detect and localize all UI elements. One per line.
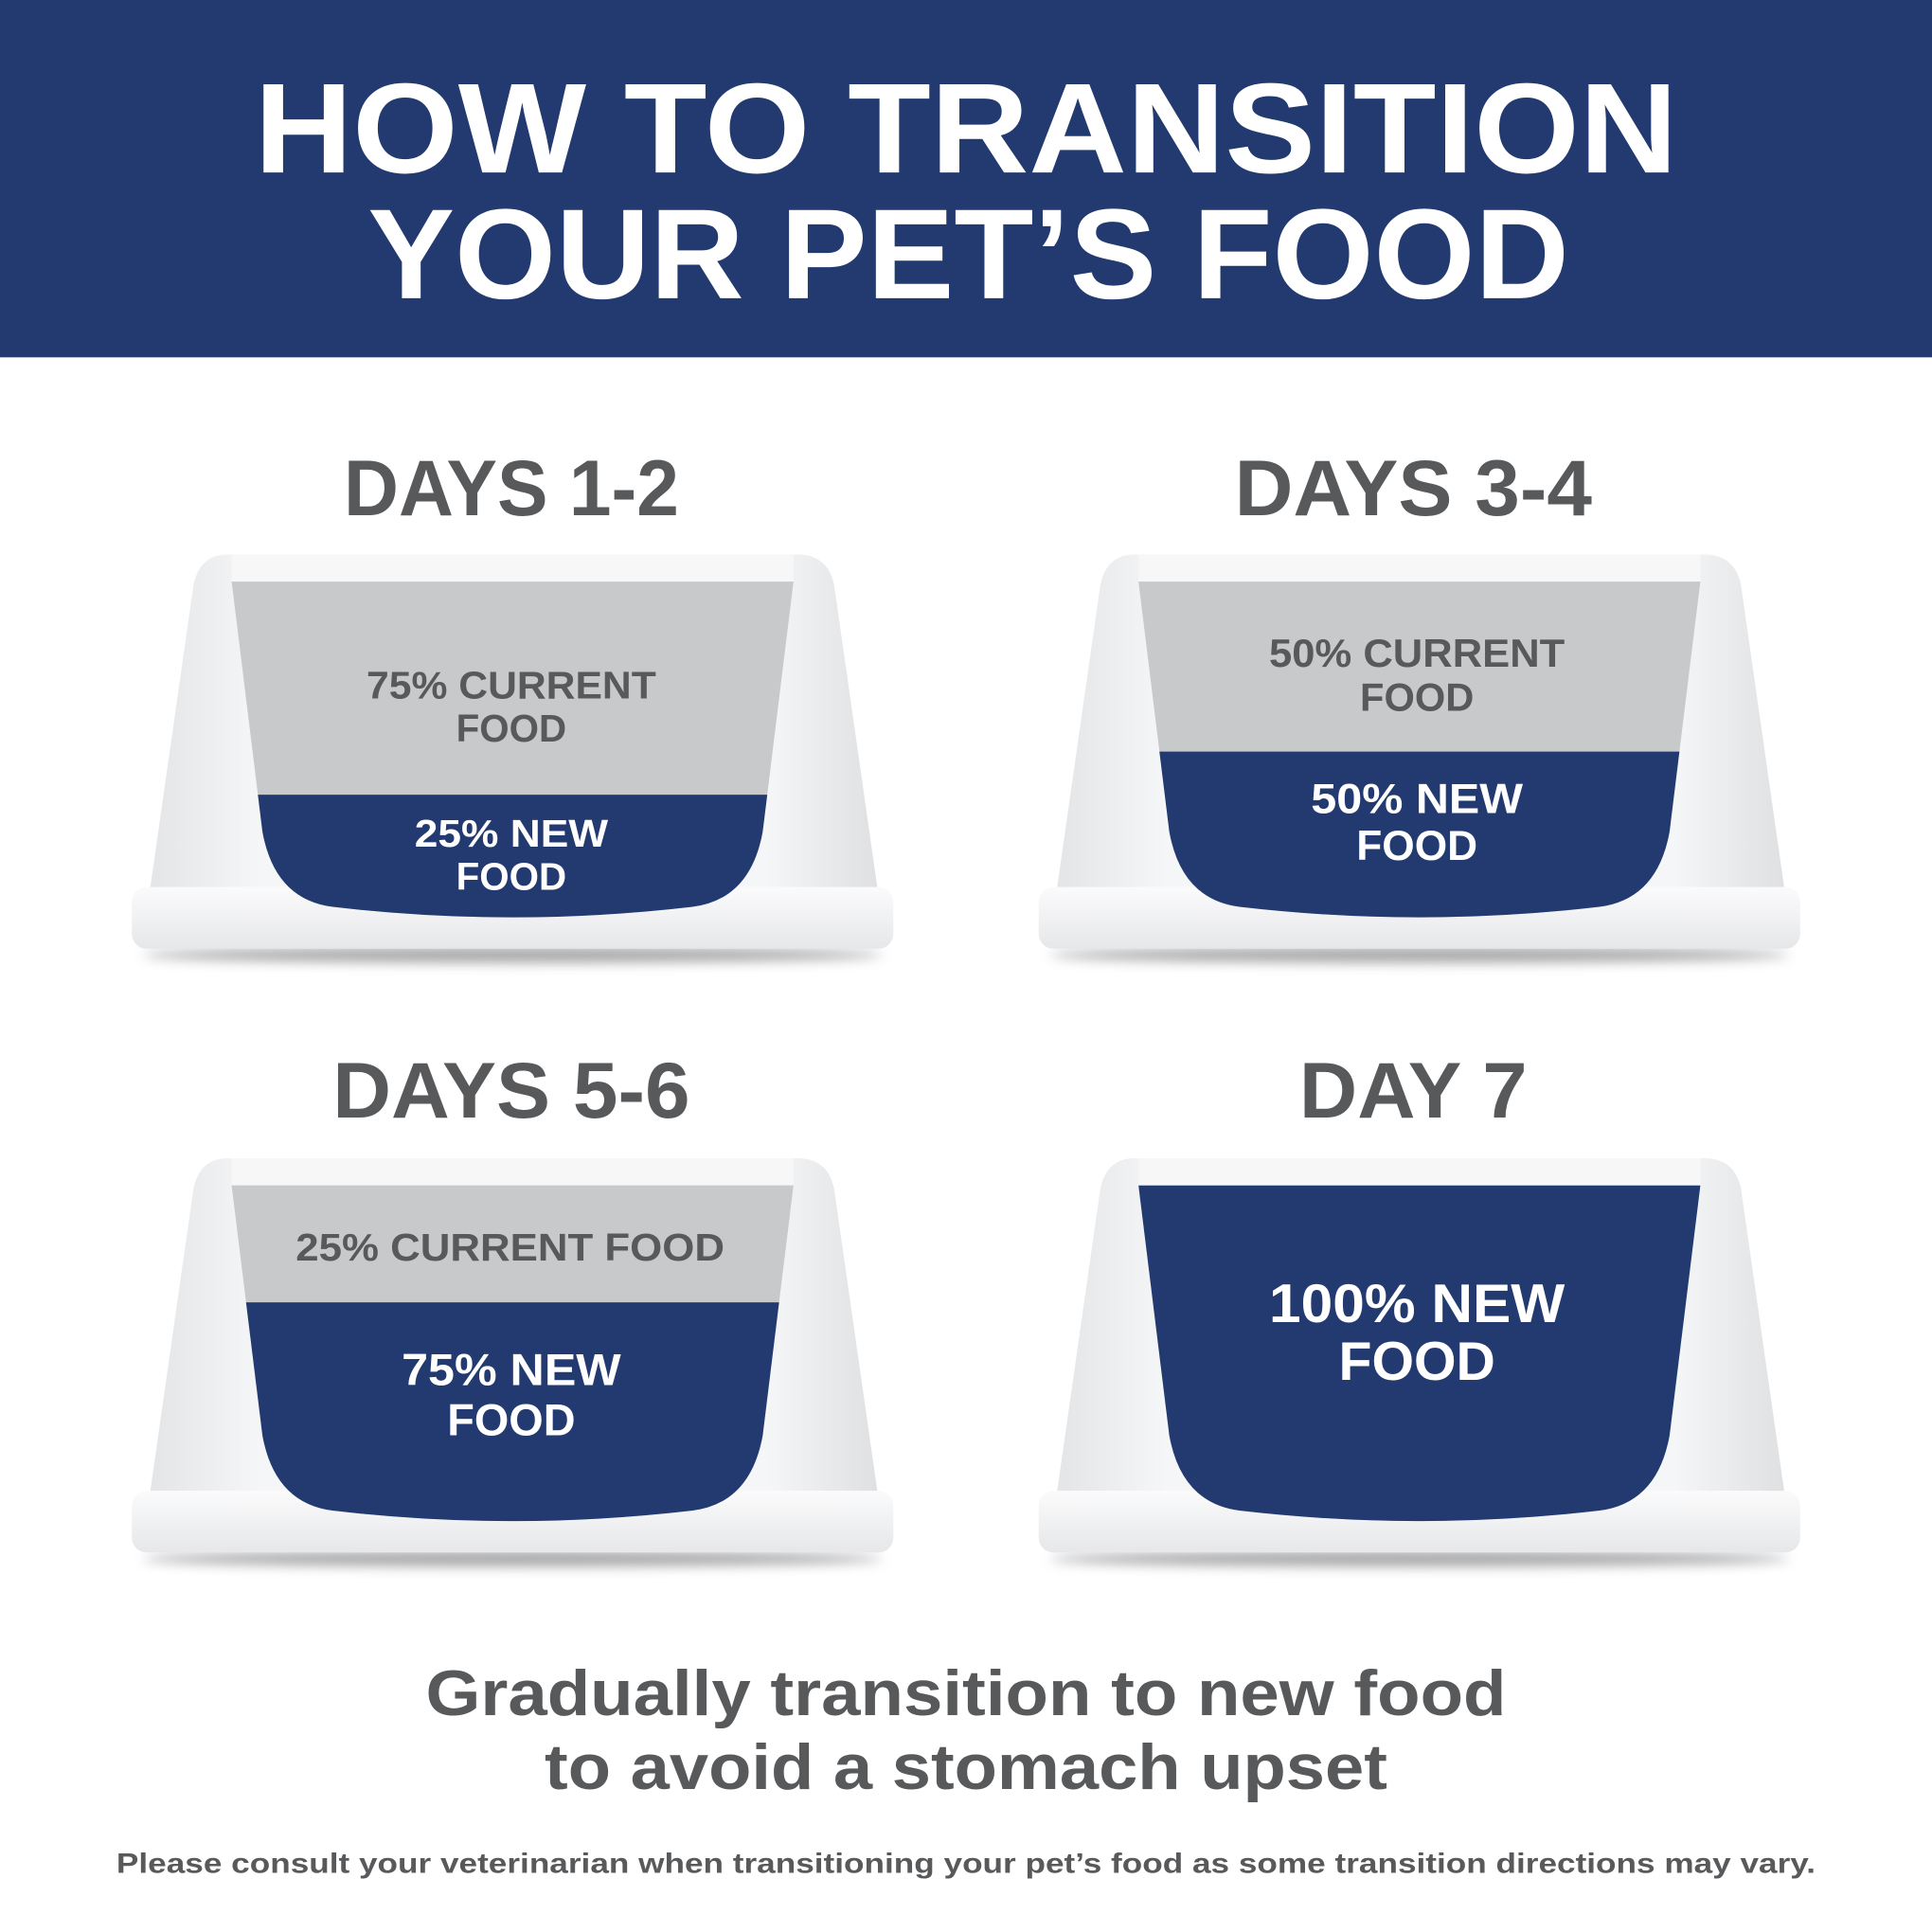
new-food-fill bbox=[231, 795, 794, 918]
bowl-days-3-4 bbox=[1039, 554, 1800, 1145]
bowl-days-5-6 bbox=[132, 1158, 893, 1697]
current-food-text: 50% CURRENT bbox=[1269, 631, 1565, 675]
new-food-text: 25% NEW bbox=[415, 812, 609, 855]
new-food-text: 100% NEW bbox=[1269, 1274, 1565, 1334]
page-title-line2: YOUR PET’S FOOD bbox=[367, 183, 1568, 326]
new-food-text: FOOD bbox=[1339, 1332, 1495, 1392]
disclaimer: Please consult your veterinarian when tr… bbox=[116, 1849, 1816, 1880]
new-food-text: FOOD bbox=[447, 1396, 575, 1445]
bowl-day-7 bbox=[1039, 1158, 1800, 1580]
new-food-fill bbox=[1138, 1185, 1701, 1522]
current-food-text: FOOD bbox=[456, 707, 567, 750]
current-food-text: FOOD bbox=[1360, 675, 1474, 720]
new-food-text: FOOD bbox=[456, 854, 567, 898]
new-food-text: 50% NEW bbox=[1311, 777, 1523, 823]
tagline-line1: Gradually transition to new food bbox=[426, 1658, 1507, 1729]
new-food-text: 75% NEW bbox=[402, 1345, 621, 1394]
step-label-days-5-6: DAYS 5-6 bbox=[332, 1046, 689, 1135]
new-food-text: FOOD bbox=[1356, 823, 1477, 869]
current-food-text: 25% CURRENT FOOD bbox=[295, 1225, 724, 1269]
new-food-fill bbox=[231, 1302, 794, 1522]
step-label-days-1-2: DAYS 1-2 bbox=[344, 444, 679, 532]
header-banner bbox=[0, 0, 1932, 358]
tagline-line2: to avoid a stomach upset bbox=[545, 1732, 1387, 1803]
step-label-day-7: DAY 7 bbox=[1299, 1046, 1528, 1135]
current-food-text: 75% CURRENT bbox=[367, 664, 656, 707]
bowl-days-1-2 bbox=[132, 554, 893, 1189]
page-title-line1: HOW TO TRANSITION bbox=[255, 57, 1678, 200]
new-food-fill bbox=[1138, 751, 1701, 918]
step-label-days-3-4: DAYS 3-4 bbox=[1235, 444, 1592, 532]
